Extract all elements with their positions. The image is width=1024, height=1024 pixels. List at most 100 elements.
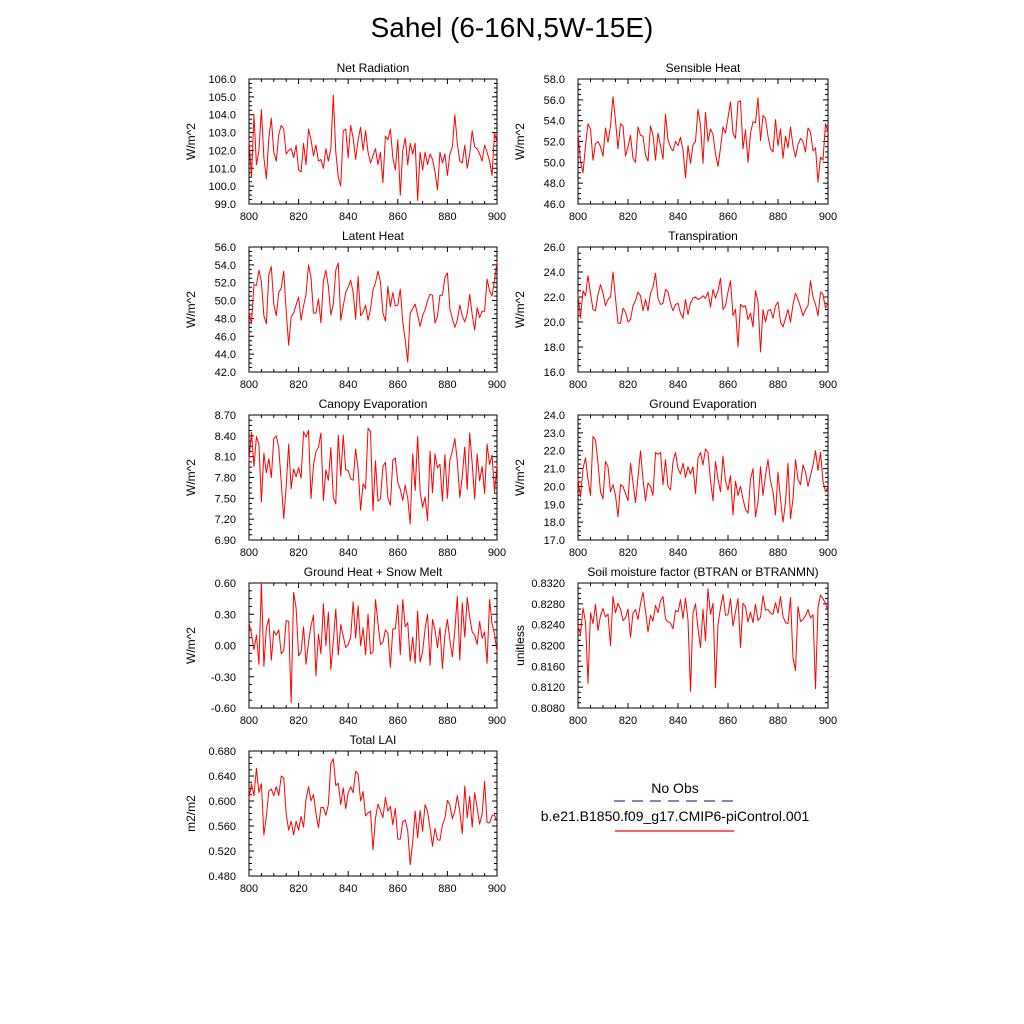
- panel-title: Ground Heat + Snow Melt: [304, 565, 443, 579]
- x-tick-label: 860: [719, 715, 737, 727]
- y-tick-label: 54.0: [544, 116, 565, 128]
- series-line: [577, 96, 829, 183]
- panel-title: Net Radiation: [337, 61, 410, 75]
- panel-title: Transpiration: [668, 229, 738, 243]
- y-axis-label: W/m^2: [513, 459, 527, 496]
- y-tick-label: 48.0: [215, 313, 236, 325]
- y-tick-label: 50.0: [215, 296, 236, 308]
- panel-1: 800 820 840 860 880 900 46.0 48.0 50.0 52.0 54.0 56…: [513, 61, 837, 223]
- x-tick-label: 880: [438, 883, 456, 895]
- series-line: [248, 758, 498, 866]
- y-tick-label: 52.0: [215, 278, 236, 290]
- x-tick-label: 800: [240, 715, 258, 727]
- y-tick-label: 52.0: [544, 137, 565, 149]
- plot-frame: [248, 78, 498, 205]
- panel-title: Sensible Heat: [666, 61, 741, 75]
- x-tick-label: 800: [569, 547, 587, 559]
- x-tick-label: 860: [719, 211, 737, 223]
- x-tick-label: 880: [769, 379, 787, 391]
- x-tick-label: 820: [289, 547, 307, 559]
- x-tick-label: 820: [289, 211, 307, 223]
- y-axis-label: W/m^2: [184, 291, 198, 328]
- x-tick-label: 860: [389, 211, 407, 223]
- y-tick-label: 0.640: [208, 771, 236, 783]
- x-tick-label: 900: [488, 883, 506, 895]
- x-tick-label: 860: [389, 883, 407, 895]
- legend-model-line: [615, 830, 734, 832]
- x-tick-label: 800: [240, 547, 258, 559]
- x-tick-label: 800: [569, 379, 587, 391]
- x-tick-label: 860: [719, 547, 737, 559]
- y-tick-label: 48.0: [544, 178, 565, 190]
- x-tick-label: 880: [769, 715, 787, 727]
- y-tick-label: 102.0: [208, 145, 236, 157]
- y-tick-label: 16.0: [544, 367, 565, 379]
- y-tick-label: 0.600: [208, 796, 236, 808]
- x-tick-label: 840: [669, 715, 687, 727]
- y-tick-label: 56.0: [544, 95, 565, 107]
- y-tick-label: 105.0: [208, 92, 236, 104]
- plot-frame: [248, 414, 498, 541]
- x-tick-label: 900: [488, 379, 506, 391]
- y-tick-label: 20.0: [544, 481, 565, 493]
- y-tick-label: 7.80: [215, 473, 236, 485]
- x-tick-label: 820: [289, 379, 307, 391]
- x-tick-label: 840: [339, 379, 357, 391]
- x-tick-label: 820: [289, 715, 307, 727]
- y-tick-label: 8.40: [215, 431, 236, 443]
- y-tick-label: 8.10: [215, 452, 236, 464]
- y-axis-label: m2/m2: [184, 795, 198, 832]
- y-tick-label: 18.0: [544, 517, 565, 529]
- panel-title: Canopy Evaporation: [319, 397, 428, 411]
- x-tick-label: 880: [438, 547, 456, 559]
- y-tick-label: 0.30: [215, 609, 236, 621]
- y-tick-label: 7.50: [215, 493, 236, 505]
- y-tick-label: 21.0: [544, 464, 565, 476]
- x-tick-label: 880: [438, 211, 456, 223]
- y-tick-label: 22.0: [544, 446, 565, 458]
- panel-title: Total LAI: [350, 733, 397, 747]
- y-tick-label: 0.8280: [531, 599, 565, 611]
- y-tick-label: 46.0: [215, 331, 236, 343]
- x-tick-label: 800: [240, 883, 258, 895]
- panel-title: Latent Heat: [342, 229, 405, 243]
- series-line: [577, 588, 829, 692]
- x-tick-label: 900: [488, 547, 506, 559]
- y-tick-label: 101.0: [208, 163, 236, 175]
- panel-8: 800 820 840 860 880 900 0.480 0.520 0.560 0.600 0.…: [184, 733, 506, 895]
- series-line: [248, 94, 498, 201]
- plot-frame: [577, 78, 829, 205]
- y-axis-label: W/m^2: [184, 123, 198, 160]
- panel-title: Ground Evaporation: [649, 397, 756, 411]
- y-tick-label: 18.0: [544, 342, 565, 354]
- x-tick-label: 880: [438, 715, 456, 727]
- y-tick-label: 42.0: [215, 367, 236, 379]
- x-tick-label: 820: [619, 715, 637, 727]
- y-tick-label: 44.0: [215, 349, 236, 361]
- panel-7: 800 820 840 860 880 900 0.8080 0.8120 0.8160 0.82…: [513, 565, 837, 727]
- y-tick-label: 24.0: [544, 267, 565, 279]
- x-tick-label: 860: [389, 547, 407, 559]
- x-tick-label: 840: [339, 211, 357, 223]
- y-tick-label: 0.8080: [531, 703, 565, 715]
- x-tick-label: 840: [669, 547, 687, 559]
- x-tick-label: 900: [819, 379, 837, 391]
- panel-title: Soil moisture factor (BTRAN or BTRANMN): [587, 565, 818, 579]
- x-tick-label: 900: [819, 211, 837, 223]
- main-title: Sahel (6-16N,5W-15E): [370, 12, 654, 43]
- x-tick-label: 840: [669, 379, 687, 391]
- y-tick-label: 0.8200: [531, 641, 565, 653]
- series-line: [248, 262, 498, 363]
- y-tick-label: 0.8160: [531, 661, 565, 673]
- y-tick-label: 0.560: [208, 821, 236, 833]
- x-tick-label: 880: [438, 379, 456, 391]
- x-tick-label: 800: [569, 715, 587, 727]
- x-tick-label: 840: [339, 715, 357, 727]
- series-line: [577, 271, 829, 353]
- y-tick-label: 56.0: [215, 242, 236, 254]
- legend-obs-line: [614, 800, 734, 802]
- y-tick-label: 19.0: [544, 499, 565, 511]
- x-tick-label: 800: [240, 379, 258, 391]
- y-tick-label: 24.0: [544, 410, 565, 422]
